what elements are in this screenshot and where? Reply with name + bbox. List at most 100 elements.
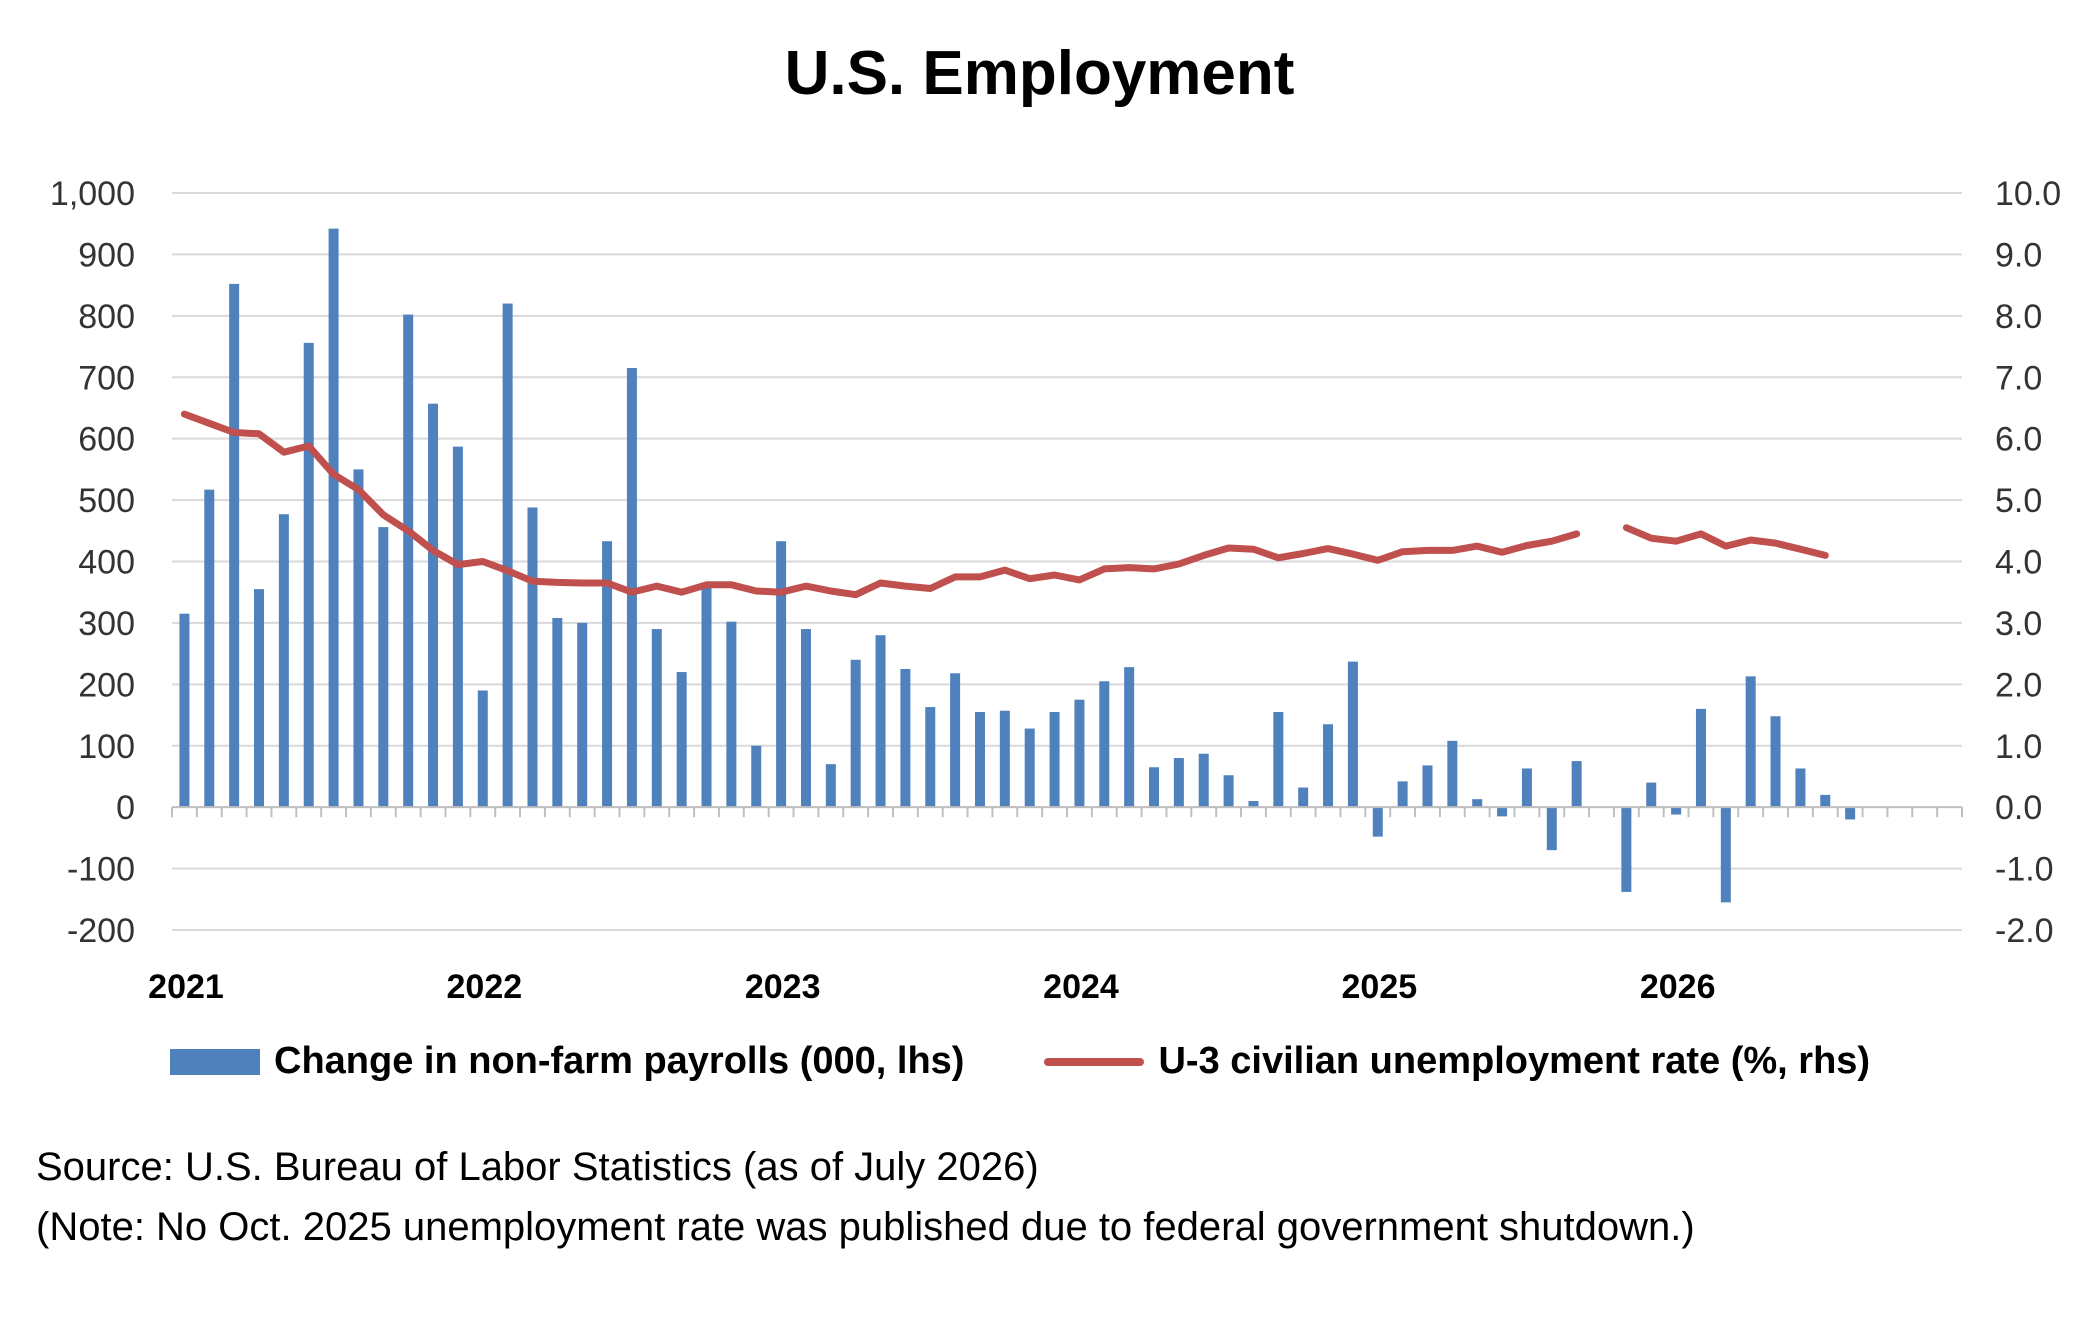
payroll-bar — [477, 690, 488, 808]
payroll-bar — [950, 673, 961, 808]
payroll-bar — [303, 342, 314, 808]
source-note: Source: U.S. Bureau of Labor Statistics … — [36, 1145, 1039, 1189]
payroll-bar — [527, 507, 538, 808]
payroll-bar — [751, 745, 762, 808]
payroll-bar — [1173, 758, 1184, 808]
payroll-bar — [676, 672, 687, 808]
payroll-bar — [626, 368, 637, 808]
right-tick-label: 2.0 — [1995, 666, 2042, 704]
left-tick-label: 800 — [78, 298, 135, 336]
payroll-bar — [1397, 781, 1408, 808]
payroll-bar — [328, 228, 339, 808]
left-tick-label: -100 — [67, 851, 135, 889]
payroll-bar — [1671, 807, 1682, 815]
payroll-bar — [1273, 711, 1284, 808]
right-tick-label: 9.0 — [1995, 236, 2042, 274]
payroll-bar — [1521, 768, 1532, 808]
payroll-bar — [1472, 799, 1483, 808]
payroll-bar — [1845, 807, 1856, 820]
legend-line-swatch — [1044, 1057, 1145, 1066]
payroll-bar — [825, 764, 836, 808]
left-tick-label: 600 — [78, 421, 135, 459]
legend-item-unemployment: U-3 civilian unemployment rate (%, rhs) — [1044, 1040, 1870, 1083]
left-tick-label: 1,000 — [50, 175, 135, 213]
left-axis: 1,000 900 800 700 600 500 400 300 200 100 0 -100 -20… — [50, 175, 135, 950]
payroll-bar — [1149, 767, 1160, 808]
right-tick-label: 0.0 — [1995, 789, 2042, 827]
payroll-bar — [229, 283, 240, 808]
payroll-bar — [1497, 807, 1508, 817]
payroll-bar — [1223, 775, 1234, 808]
payroll-bar — [1795, 768, 1806, 808]
legend-item-payrolls: Change in non-farm payrolls (000, lhs) — [170, 1040, 964, 1083]
right-tick-label: -1.0 — [1995, 851, 2054, 889]
right-tick-label: 5.0 — [1995, 482, 2042, 520]
payroll-bar — [1198, 753, 1209, 808]
payroll-bar — [278, 514, 289, 808]
payroll-bar — [1024, 728, 1035, 808]
payroll-bar — [452, 446, 463, 808]
payroll-bar — [850, 659, 861, 808]
payroll-bar — [651, 629, 662, 808]
left-tick-label: 400 — [78, 544, 135, 582]
payroll-bars — [179, 228, 1856, 903]
payroll-bar — [1074, 699, 1085, 808]
left-tick-label: 300 — [78, 605, 135, 643]
payroll-bar — [179, 613, 190, 808]
payroll-bar — [1695, 708, 1706, 808]
right-tick-label: 8.0 — [1995, 298, 2042, 336]
left-tick-label: 0 — [116, 789, 135, 827]
chart-area: 1,000 900 800 700 600 500 400 300 200 100 0 -100 -20… — [50, 175, 2061, 1006]
x-tick-label: 2022 — [447, 968, 523, 1006]
payroll-bar — [974, 711, 985, 808]
right-tick-label: 6.0 — [1995, 421, 2042, 459]
payroll-bar — [1347, 661, 1358, 808]
chart-title: U.S. Employment — [784, 39, 1295, 108]
payroll-bar — [577, 622, 588, 808]
payroll-bar — [552, 618, 563, 808]
payroll-bar — [1646, 782, 1657, 808]
payroll-bar — [1049, 711, 1060, 808]
payroll-bar — [800, 629, 811, 808]
unemployment-line-segment — [180, 410, 1581, 599]
payroll-bar — [428, 403, 439, 808]
payroll-bar — [875, 635, 886, 808]
payroll-bar — [1298, 787, 1309, 808]
unemployment-line — [180, 410, 1829, 599]
legend-bar-swatch — [170, 1048, 260, 1075]
payroll-bar — [353, 469, 364, 808]
unemployment-line-segment — [1622, 524, 1829, 559]
payroll-bar — [1571, 761, 1582, 808]
x-tick-label: 2025 — [1342, 968, 1418, 1006]
payroll-bar — [1621, 807, 1632, 892]
payroll-bar — [1820, 794, 1831, 808]
legend-label-unemployment: U-3 civilian unemployment rate (%, rhs) — [1158, 1040, 1871, 1082]
payroll-bar — [999, 710, 1010, 808]
payroll-bar — [1372, 807, 1383, 837]
left-tick-label: 200 — [78, 666, 135, 704]
payroll-bar — [204, 489, 215, 808]
payroll-bar — [1248, 801, 1259, 808]
payroll-bar — [925, 707, 936, 808]
payroll-bar — [1546, 807, 1557, 851]
x-tick-label: 2023 — [745, 968, 821, 1006]
left-tick-label: 700 — [78, 359, 135, 397]
payroll-bar — [900, 668, 911, 808]
legend: Change in non-farm payrolls (000, lhs) U… — [170, 1040, 1950, 1083]
payroll-bar — [602, 541, 613, 808]
right-tick-label: 3.0 — [1995, 605, 2042, 643]
payroll-bar — [403, 314, 414, 808]
payroll-bar — [1099, 681, 1110, 808]
x-tick-label: 2024 — [1043, 968, 1119, 1006]
x-axis-labels: 2021 2022 2023 2024 2025 2026 — [148, 968, 1715, 1006]
zero-axis — [171, 806, 1963, 818]
right-tick-label: 4.0 — [1995, 544, 2042, 582]
x-tick-label: 2021 — [148, 968, 224, 1006]
left-tick-label: -200 — [67, 912, 135, 950]
payroll-bar — [701, 586, 712, 808]
legend-label-payrolls: Change in non-farm payrolls (000, lhs) — [274, 1040, 965, 1082]
grid-layer — [172, 192, 1962, 931]
left-tick-label: 900 — [78, 236, 135, 274]
payroll-bar — [1447, 740, 1458, 808]
payroll-bar — [1770, 716, 1781, 808]
